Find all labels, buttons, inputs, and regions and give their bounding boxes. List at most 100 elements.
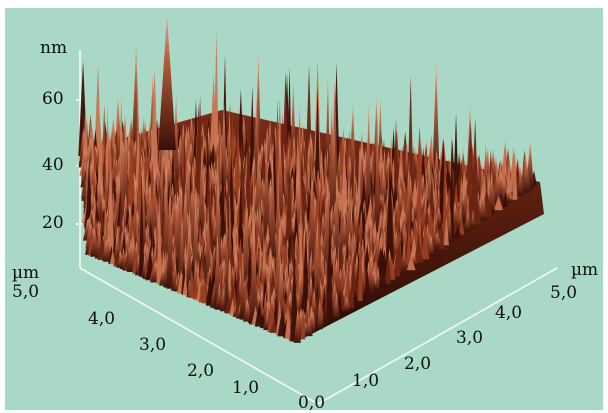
origin-label: 0,0 bbox=[298, 393, 326, 413]
surface-spike bbox=[191, 198, 200, 285]
surface-spike bbox=[96, 121, 105, 215]
surface-spike bbox=[239, 252, 246, 320]
surface-spike bbox=[505, 159, 512, 200]
surface-spike bbox=[342, 296, 351, 312]
surface-spike bbox=[277, 308, 287, 337]
surface-spike bbox=[502, 191, 508, 207]
surface-spike bbox=[458, 217, 465, 235]
surface-spike bbox=[443, 215, 449, 246]
surface-spike bbox=[293, 308, 301, 343]
surface-spike bbox=[414, 233, 423, 263]
left-tick-label: 3,0 bbox=[139, 335, 167, 355]
surface-spike bbox=[487, 171, 496, 214]
surface-spike bbox=[219, 286, 226, 312]
surface-spike bbox=[311, 311, 316, 333]
surface-spike bbox=[126, 238, 134, 273]
surface-spike bbox=[249, 222, 259, 325]
surface-spike bbox=[325, 75, 331, 178]
surface-spike bbox=[367, 256, 375, 294]
surface-spike bbox=[197, 144, 206, 249]
surface-spike bbox=[378, 246, 387, 288]
left-tick-label: 4,0 bbox=[88, 309, 116, 329]
surface-spike bbox=[313, 215, 322, 313]
z-tick-label: 20 bbox=[42, 213, 64, 233]
surface-spike bbox=[166, 180, 174, 289]
surface-spike bbox=[442, 151, 447, 241]
right-axis-line bbox=[317, 267, 558, 405]
surface-spike bbox=[373, 111, 381, 239]
surface-spike bbox=[106, 152, 115, 259]
surface-spike bbox=[316, 299, 323, 330]
surface-spike bbox=[452, 112, 460, 218]
surface-spike bbox=[126, 121, 136, 222]
surface-spike bbox=[201, 275, 207, 304]
z-axis-unit: nm bbox=[40, 38, 68, 58]
surface-spike bbox=[421, 222, 430, 260]
surface-spike bbox=[314, 85, 321, 199]
surface-spikes bbox=[78, 16, 537, 343]
surface-spike bbox=[182, 274, 188, 296]
surface-spike bbox=[453, 224, 462, 239]
z-tick-label: 40 bbox=[42, 155, 64, 175]
surface-spike bbox=[384, 250, 392, 284]
left-axis-line bbox=[79, 267, 319, 405]
surface-spike bbox=[192, 283, 198, 300]
surface-peak bbox=[158, 16, 176, 150]
surface-spike bbox=[219, 102, 229, 210]
surface-spike bbox=[103, 238, 110, 262]
surface-spike bbox=[374, 266, 380, 291]
surface-spike bbox=[393, 244, 401, 277]
surface-spike bbox=[427, 235, 435, 256]
left-tick-label: 5,0 bbox=[12, 282, 40, 302]
surface-spike bbox=[393, 117, 398, 197]
right-axis-unit: µm bbox=[571, 260, 599, 280]
surface-spike bbox=[470, 210, 476, 228]
surface-spike bbox=[259, 312, 266, 329]
surface-spike bbox=[262, 130, 270, 250]
surface-spike bbox=[521, 158, 531, 193]
right-tick-label: 3,0 bbox=[456, 328, 484, 348]
surface-spike bbox=[156, 196, 163, 285]
surface-spike bbox=[471, 180, 481, 224]
surface-spike bbox=[138, 175, 145, 277]
surface-spike bbox=[406, 256, 416, 271]
left-axis-unit: µm bbox=[12, 263, 40, 283]
surface-spike bbox=[400, 242, 408, 274]
surface-spike bbox=[438, 217, 445, 249]
surface-spike bbox=[406, 222, 412, 266]
surface-spike bbox=[338, 266, 345, 301]
surface-spike bbox=[463, 209, 472, 232]
surface-spike bbox=[493, 195, 503, 211]
surface-spike bbox=[208, 74, 218, 169]
surface-spike bbox=[300, 310, 306, 340]
surface-spike bbox=[326, 208, 333, 323]
right-tick-label: 2,0 bbox=[404, 354, 432, 374]
surface-spike bbox=[357, 212, 363, 301]
surface-spike bbox=[206, 271, 214, 306]
surface-spike bbox=[321, 308, 327, 326]
surface-spike bbox=[132, 244, 138, 274]
surface-spike bbox=[275, 256, 286, 331]
surface-spike bbox=[332, 291, 340, 320]
right-tick-label: 4,0 bbox=[495, 303, 523, 323]
surface-spike bbox=[224, 197, 229, 313]
surface-spike bbox=[365, 101, 372, 223]
surface-spike bbox=[285, 165, 293, 254]
surface-spike bbox=[224, 295, 232, 314]
surface-spike bbox=[416, 137, 422, 242]
surface-spike bbox=[516, 165, 525, 197]
surface-spike bbox=[284, 310, 292, 339]
surface-spike bbox=[213, 172, 223, 285]
right-tick-label: 5,0 bbox=[550, 283, 578, 303]
left-tick-label: 2,0 bbox=[187, 361, 215, 381]
surface-spike bbox=[478, 193, 487, 221]
surface-spike bbox=[268, 153, 277, 270]
left-tick-label: 1,0 bbox=[232, 378, 260, 398]
z-tick-label: 60 bbox=[42, 89, 64, 109]
surface-spike bbox=[363, 269, 371, 298]
surface-spike bbox=[512, 151, 518, 200]
surface-spike bbox=[254, 299, 264, 327]
surface-spike bbox=[328, 107, 338, 229]
